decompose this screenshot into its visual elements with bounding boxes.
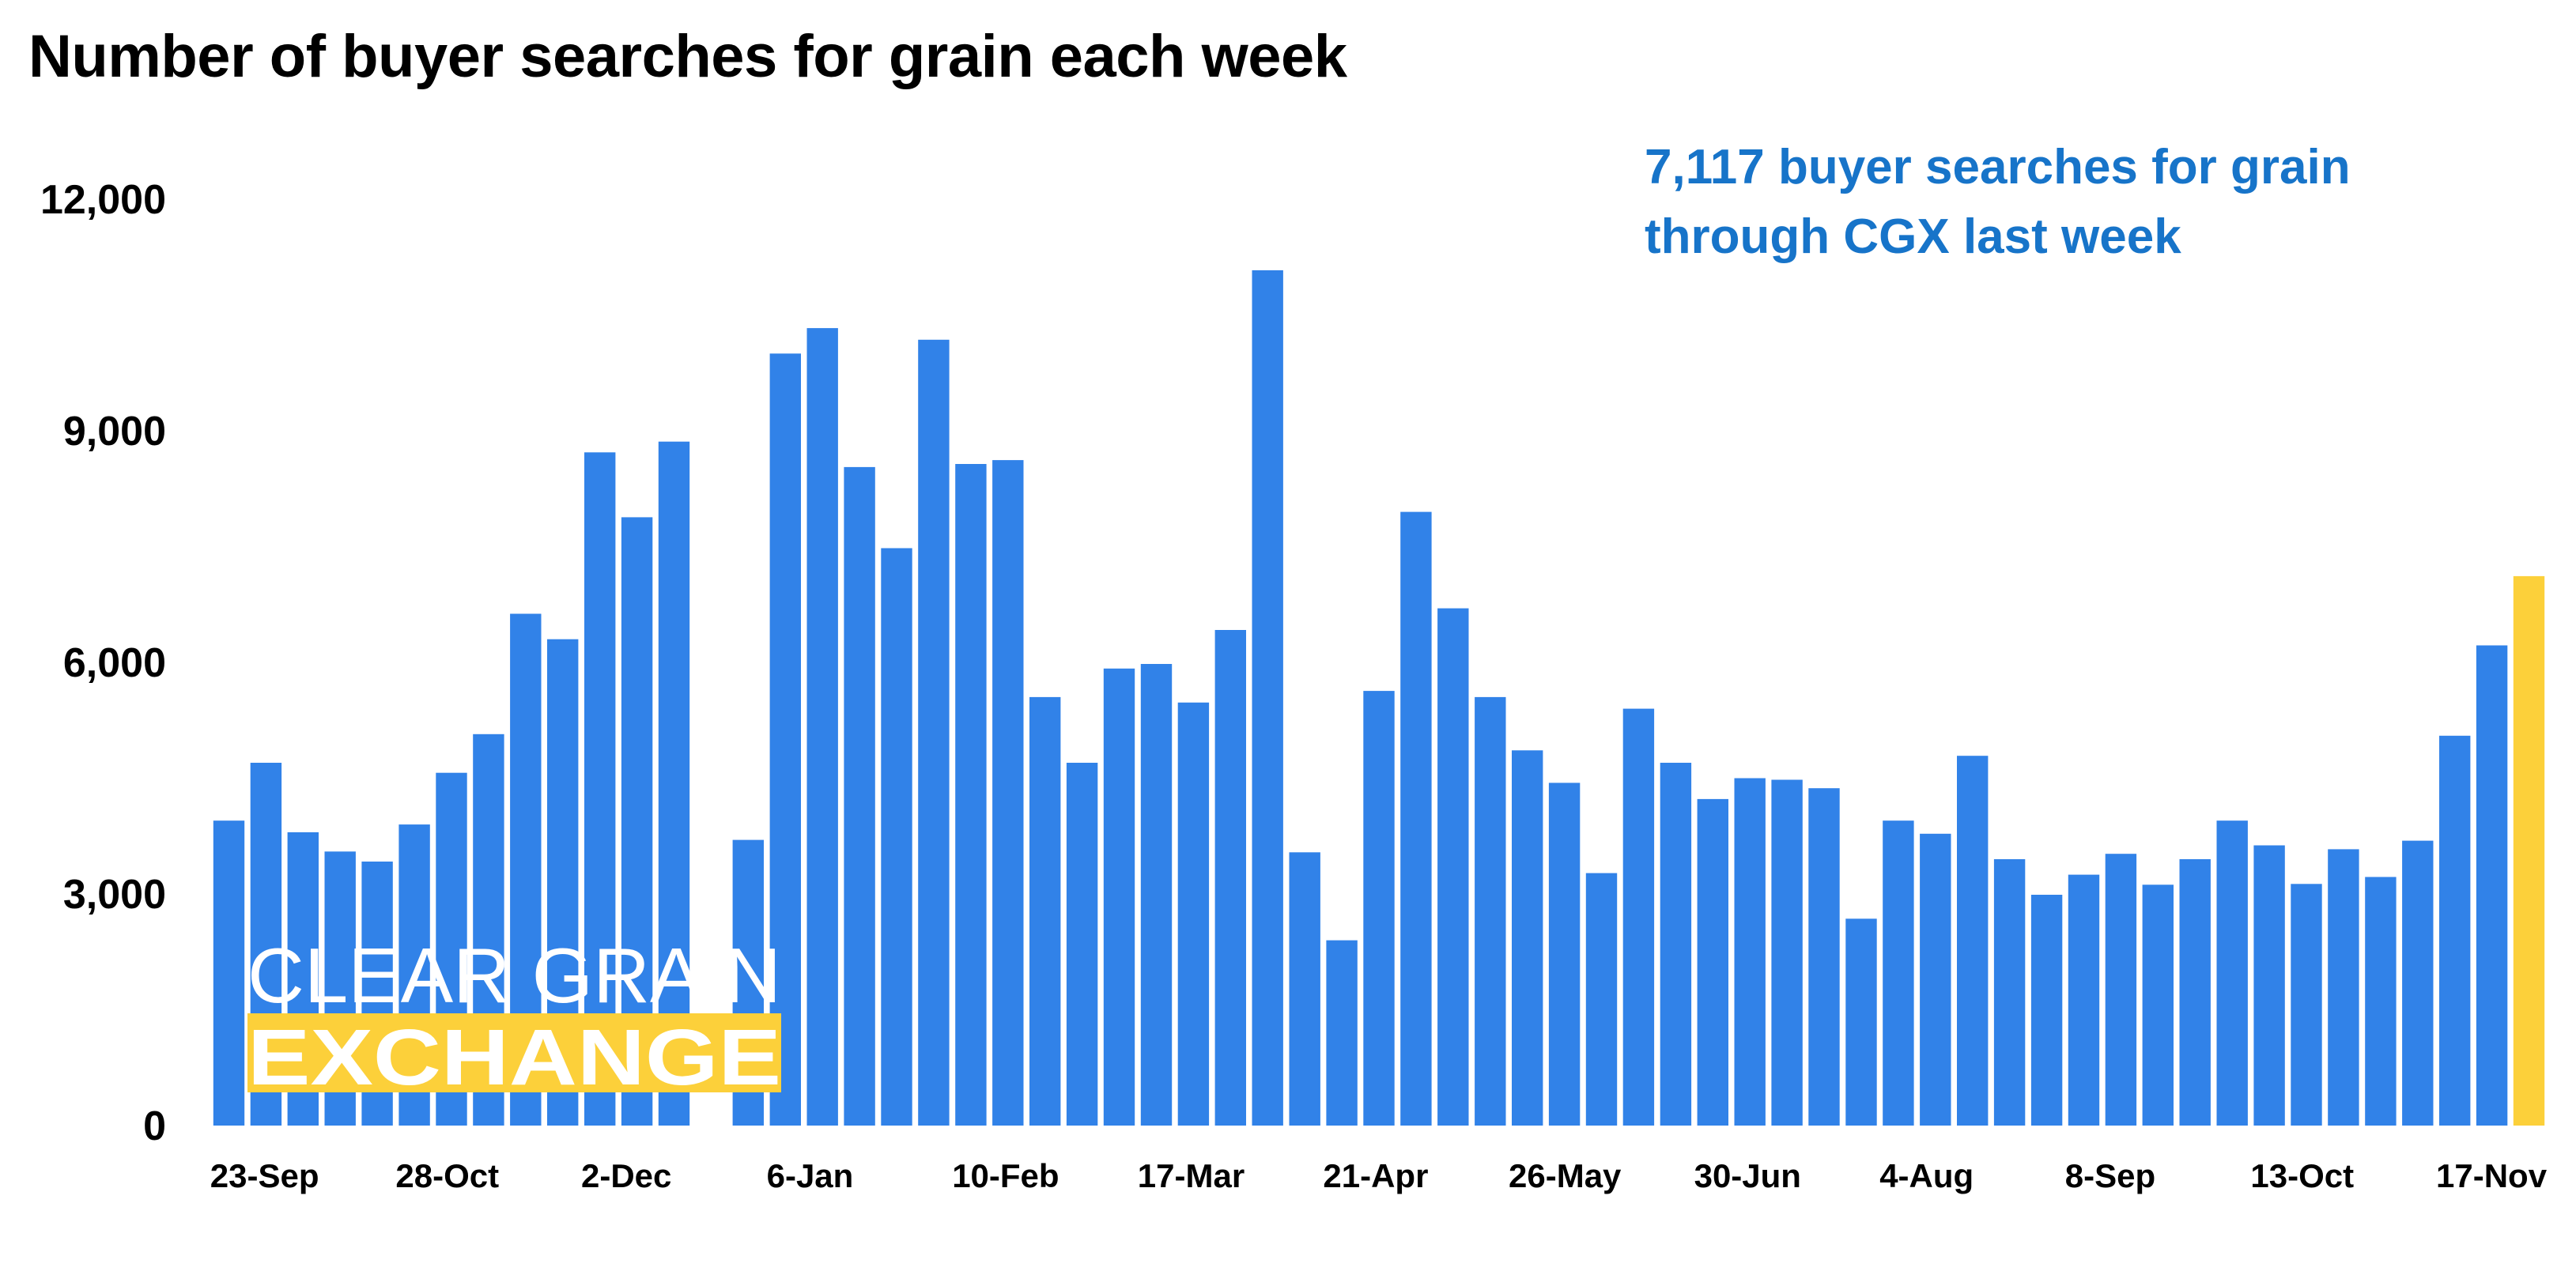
x-tick-label: 13-Oct bbox=[2250, 1157, 2354, 1194]
y-tick-label: 6,000 bbox=[63, 640, 166, 686]
logo-line-1: CLEAR GRAIN bbox=[247, 932, 781, 1019]
bar-29 bbox=[1289, 852, 1320, 1126]
chart-title: Number of buyer searches for grain each … bbox=[28, 23, 1347, 90]
bar-21 bbox=[992, 460, 1024, 1126]
bar-58 bbox=[2365, 877, 2397, 1126]
bar-27 bbox=[1214, 630, 1246, 1126]
bar-12 bbox=[658, 441, 690, 1126]
bar-39 bbox=[1660, 763, 1692, 1126]
bar-61 bbox=[2476, 645, 2508, 1126]
bar-59 bbox=[2402, 840, 2434, 1126]
clear-grain-exchange-logo: CLEAR GRAIN EXCHANGE bbox=[247, 932, 781, 1102]
x-tick-label: 6-Jan bbox=[767, 1157, 854, 1194]
bar-30 bbox=[1326, 940, 1358, 1126]
bar-48 bbox=[1993, 859, 2026, 1126]
x-tick-label: 30-Jun bbox=[1694, 1157, 1801, 1194]
bar-33 bbox=[1437, 608, 1469, 1126]
bar-40 bbox=[1697, 798, 1728, 1126]
bar-34 bbox=[1475, 696, 1506, 1126]
bar-23 bbox=[1066, 763, 1098, 1126]
bar-31 bbox=[1363, 691, 1395, 1126]
bar-57 bbox=[2328, 849, 2359, 1126]
bar-42 bbox=[1771, 779, 1803, 1126]
bar-38 bbox=[1622, 708, 1655, 1126]
x-tick-label: 4-Aug bbox=[1879, 1157, 1974, 1194]
logo-band bbox=[247, 1013, 781, 1092]
bar-15 bbox=[769, 353, 801, 1126]
bar-46 bbox=[1920, 833, 1951, 1126]
x-tick-label: 17-Mar bbox=[1138, 1157, 1245, 1194]
logo-line-2: EXCHANGE bbox=[247, 1013, 781, 1102]
bar-62 bbox=[2513, 575, 2545, 1126]
x-tick-label: 26-May bbox=[1509, 1157, 1622, 1194]
x-tick-label: 21-Apr bbox=[1323, 1157, 1428, 1194]
y-axis: 0 3,000 6,000 9,000 12,000 bbox=[40, 177, 166, 1149]
y-tick-label: 0 bbox=[143, 1103, 166, 1149]
bar-49 bbox=[2030, 895, 2063, 1126]
bar-26 bbox=[1177, 702, 1210, 1126]
bar-41 bbox=[1734, 778, 1766, 1126]
bar-18 bbox=[881, 548, 912, 1126]
bar-36 bbox=[1548, 783, 1581, 1126]
bar-47 bbox=[1957, 756, 1989, 1126]
bar-60 bbox=[2439, 735, 2471, 1126]
x-axis: 23-Sep 28-Oct 2-Dec 6-Jan 10-Feb 17-Mar 21-Apr… bbox=[210, 1157, 2548, 1194]
y-tick-label: 12,000 bbox=[40, 177, 166, 223]
bar-51 bbox=[2105, 854, 2137, 1126]
last-week-callout: 7,117 buyer searches for grain through C… bbox=[1645, 133, 2514, 272]
x-tick-label: 28-Oct bbox=[395, 1157, 499, 1194]
x-tick-label: 2-Dec bbox=[581, 1157, 671, 1194]
bar-56 bbox=[2291, 884, 2322, 1126]
x-tick-label: 23-Sep bbox=[210, 1157, 319, 1194]
bar-22 bbox=[1029, 696, 1061, 1126]
bar-17 bbox=[844, 466, 875, 1126]
bar-25 bbox=[1140, 664, 1173, 1126]
bar-53 bbox=[2179, 859, 2211, 1126]
callout-line-1: 7,117 buyer searches for grain bbox=[1645, 140, 2351, 194]
bar-44 bbox=[1845, 918, 1877, 1126]
bar-52 bbox=[2142, 884, 2174, 1126]
bar-0 bbox=[213, 820, 245, 1126]
bar-54 bbox=[2216, 820, 2248, 1126]
bar-45 bbox=[1883, 820, 1914, 1126]
bar-43 bbox=[1808, 788, 1840, 1126]
y-tick-label: 9,000 bbox=[63, 409, 166, 454]
bar-32 bbox=[1400, 511, 1432, 1126]
y-tick-label: 3,000 bbox=[63, 872, 166, 918]
x-tick-label: 17-Nov bbox=[2436, 1157, 2548, 1194]
x-tick-label: 10-Feb bbox=[952, 1157, 1059, 1194]
bar-20 bbox=[955, 464, 987, 1126]
bar-16 bbox=[806, 328, 838, 1126]
bar-37 bbox=[1585, 873, 1618, 1126]
bar-19 bbox=[918, 339, 950, 1126]
bar-50 bbox=[2068, 874, 2100, 1126]
bar-24 bbox=[1103, 668, 1135, 1126]
x-tick-label: 8-Sep bbox=[2065, 1157, 2155, 1194]
bar-28 bbox=[1252, 270, 1283, 1126]
bar-35 bbox=[1512, 750, 1543, 1126]
callout-line-2: through CGX last week bbox=[1645, 209, 2181, 264]
bar-55 bbox=[2253, 845, 2285, 1126]
